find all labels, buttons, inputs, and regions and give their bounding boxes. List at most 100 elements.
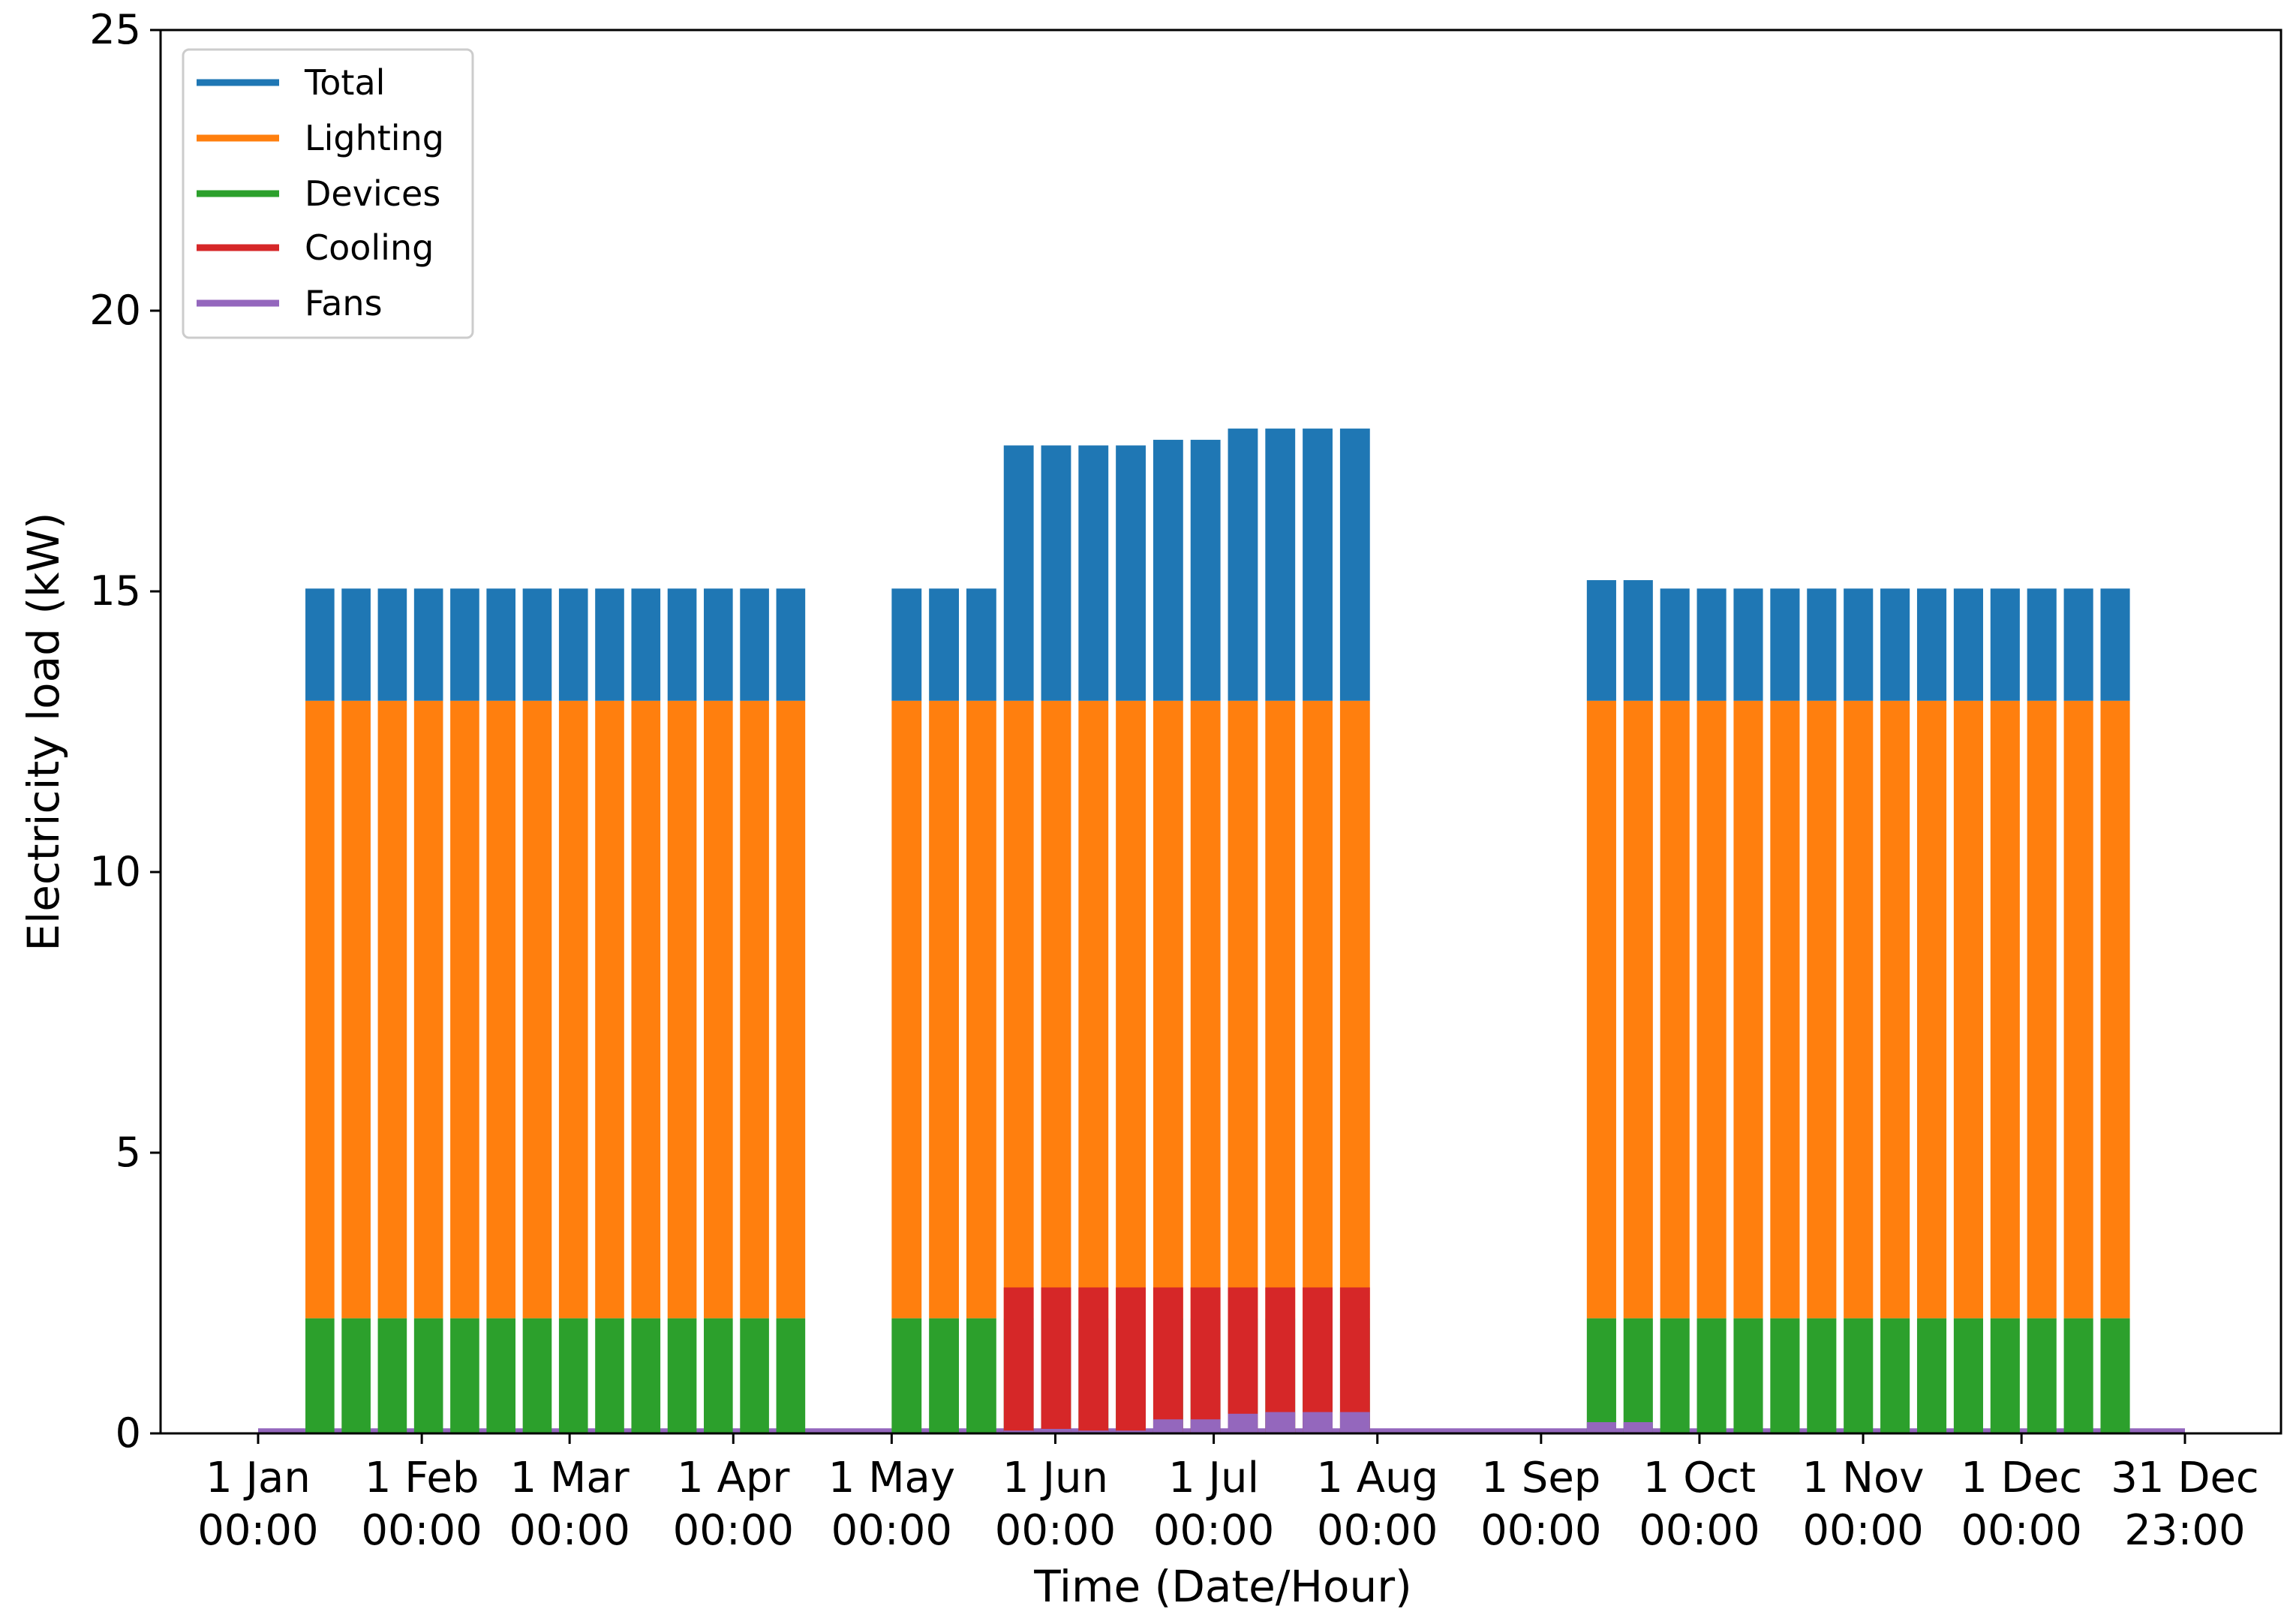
lighting-bar [1228,700,1258,1319]
total-bar [1990,588,2020,701]
x-tick-label-date: 31 Dec [2111,1454,2258,1502]
x-tick-label-time: 00:00 [995,1506,1116,1555]
devices-bar [413,1318,443,1433]
legend-label-fans: Fans [305,283,383,323]
fans-bar [1228,1413,1258,1433]
devices-bar [1660,1318,1690,1433]
lighting-bar [1880,700,1910,1319]
y-axis-title: Electricity load (kW) [18,512,69,951]
lighting-bar [1586,700,1616,1319]
total-bar [1153,440,1183,701]
devices-bar [966,1318,996,1433]
fans-bar [1153,1419,1183,1433]
axes-frame [159,29,2282,1435]
legend-label-cooling: Cooling [305,227,434,268]
x-tick-label-time: 00:00 [1961,1506,2081,1555]
fans-bar [1303,1412,1333,1433]
lighting-bar [377,700,407,1319]
total-bar [1586,580,1616,701]
lighting-bar [305,700,335,1319]
lighting-bar [966,700,996,1319]
total-bar [1078,445,1109,701]
lighting-bar [2063,700,2093,1319]
devices-bar [2063,1318,2093,1433]
lighting-bar [631,700,661,1319]
lighting-bar [667,700,697,1319]
total-bar [341,588,371,701]
lighting-bar [2100,700,2130,1319]
lighting-bar [1265,700,1296,1319]
legend-label-lighting: Lighting [305,118,444,158]
devices-bar [740,1318,769,1433]
total-bar [1190,440,1221,701]
x-tick-label-time: 00:00 [673,1506,794,1555]
x-tick-label-time: 00:00 [1802,1506,1923,1555]
total-bar [776,588,806,701]
lighting-bar [1916,700,1947,1319]
lighting-bar [1339,700,1370,1319]
total-bar [631,588,661,701]
legend-label-devices: Devices [305,173,440,214]
fans-bar [1265,1412,1296,1433]
lighting-bar [1844,700,1874,1319]
x-tick-label-time: 00:00 [197,1506,318,1555]
x-tick-label-time: 00:00 [831,1506,952,1555]
cooling-bar [1078,1287,1109,1433]
x-tick-label-date: 1 Oct [1643,1454,1756,1502]
devices-bar [704,1318,733,1433]
devices-bar [1623,1318,1653,1433]
lighting-bar [1770,700,1800,1319]
devices-bar [305,1318,335,1433]
cooling-bar [1153,1287,1183,1433]
devices-bar [1586,1318,1616,1433]
cooling-bar [1339,1287,1370,1433]
cooling-bar [1303,1287,1333,1433]
x-tick-label-time: 00:00 [1153,1506,1274,1555]
total-bar [1953,588,1983,701]
x-tick-label-date: 1 Aug [1316,1454,1438,1502]
x-tick-label-date: 1 May [828,1454,955,1502]
devices-bar [929,1318,960,1433]
devices-bar [1733,1318,1763,1433]
devices-bar [1953,1318,1983,1433]
y-tick-label: 25 [89,6,141,53]
total-bar [1880,588,1910,701]
lighting-bar [1190,700,1221,1319]
total-bar [704,588,733,701]
total-bar [305,588,335,701]
total-bar [2100,588,2130,701]
total-bar [522,588,552,701]
x-tick-label-date: 1 Nov [1802,1454,1925,1502]
total-bar [558,588,588,701]
cooling-bar [1190,1287,1221,1433]
cooling-bar [1228,1287,1258,1433]
lighting-bar [413,700,443,1319]
devices-bar [2100,1318,2130,1433]
total-bar [1807,588,1837,701]
total-bar [1696,588,1727,701]
devices-bar [522,1318,552,1433]
lighting-bar [595,700,624,1319]
lighting-bar [1116,700,1146,1319]
total-bar [1733,588,1763,701]
fans-bar [1041,1429,1071,1433]
legend-label-total: Total [304,62,385,103]
lighting-bar [1660,700,1690,1319]
total-bar [740,588,769,701]
devices-bar [450,1318,479,1433]
total-bar [1116,445,1146,701]
lighting-bar [1623,700,1653,1319]
total-bar [1623,580,1653,701]
x-tick-label-time: 00:00 [361,1506,482,1555]
lighting-bar [1807,700,1837,1319]
cooling-bar [1003,1287,1034,1433]
total-bar [2027,588,2057,701]
fans-bar [1623,1422,1653,1433]
lighting-bar [1003,700,1034,1319]
fans-bar [1116,1430,1146,1433]
legend: Total Lighting Devices Cooling Fans [182,48,474,339]
x-tick-label-time: 00:00 [1317,1506,1438,1555]
lighting-bar [450,700,479,1319]
devices-bar [1990,1318,2020,1433]
